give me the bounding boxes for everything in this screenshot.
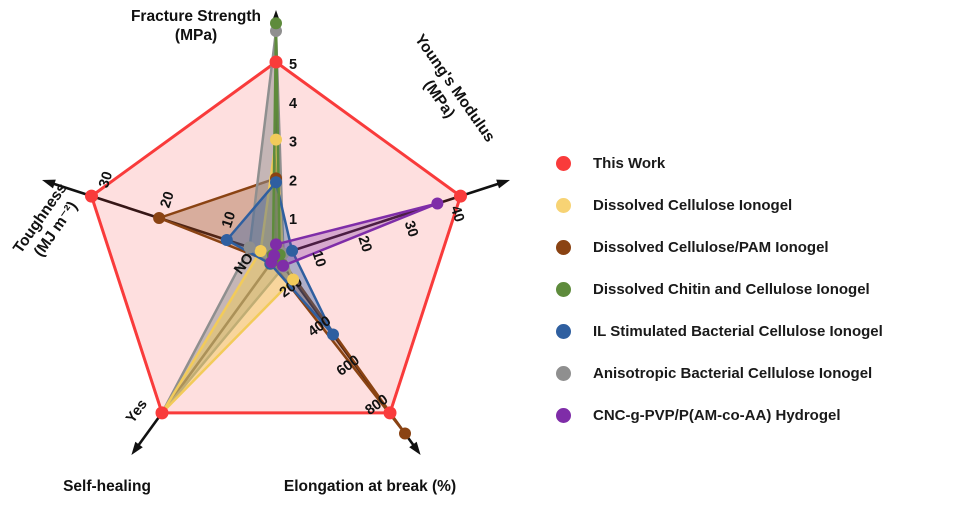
- tick-fracture-4: 4: [289, 96, 297, 112]
- legend-swatch-icon: [556, 155, 571, 171]
- tick-youngs-30: 30: [401, 219, 421, 239]
- legend-swatch-icon: [556, 239, 571, 255]
- series-dissolved-cellulose-pam-ionogel-point-toughness: [153, 212, 166, 224]
- series-this-work-point-youngs: [454, 189, 467, 203]
- tick-toughness-20: 20: [158, 190, 178, 210]
- series-dissolved-cellulose-ionogel-area: [160, 138, 295, 415]
- legend-swatch-icon: [556, 197, 571, 213]
- legend-item-label: Dissolved Cellulose Ionogel: [593, 196, 793, 214]
- series-cnc-g-pvp-p-am-co-aa-hydrogel-point-fracture: [270, 238, 282, 251]
- legend-item-label: CNC-g-PVP/P(AM-co-AA) Hydrogel: [593, 406, 841, 424]
- legend-swatch-icon: [556, 407, 571, 423]
- series-this-work-point-toughness: [85, 189, 98, 203]
- series-this-work-point-fracture: [269, 55, 283, 69]
- axis-toughness-arrow-icon: [42, 179, 56, 189]
- legend-item-1: Dissolved Cellulose Ionogel: [556, 184, 883, 226]
- series-anisotropic-bacterial-cellulose-ionogel-point-toughness: [243, 241, 256, 254]
- series-cnc-g-pvp-p-am-co-aa-hydrogel-point-elongation: [277, 259, 290, 272]
- legend-item-5: Anisotropic Bacterial Cellulose Ionogel: [556, 352, 883, 394]
- axis-fracture-title: Fracture Strength (MPa): [131, 8, 261, 44]
- legend-item-label: Dissolved Cellulose/PAM Ionogel: [593, 238, 829, 256]
- series-cnc-g-pvp-p-am-co-aa-hydrogel-point-youngs: [431, 197, 444, 210]
- series-il-stimulated-bacterial-cellulose-ionogel-point-youngs: [286, 244, 299, 257]
- axis-youngs-arrow-icon: [496, 179, 510, 189]
- axis-selfhealing-arrow-icon: [131, 441, 143, 456]
- legend-item-2: Dissolved Cellulose/PAM Ionogel: [556, 226, 883, 268]
- series-this-work-point-selfhealing: [155, 406, 169, 420]
- tick-fracture-3: 3: [289, 135, 297, 151]
- axis-elongation-arrow-icon: [409, 441, 421, 456]
- legend-item-label: Dissolved Chitin and Cellulose Ionogel: [593, 280, 870, 298]
- series-dissolved-chitin-and-cellulose-ionogel-point-fracture: [270, 17, 282, 30]
- legend-item-0: This Work: [556, 142, 883, 184]
- series-dissolved-cellulose-ionogel-point-toughness: [254, 245, 267, 257]
- series-il-stimulated-bacterial-cellulose-ionogel-point-elongation: [327, 328, 339, 341]
- tick-youngs-10: 10: [308, 249, 328, 269]
- tick-toughness-30: 30: [96, 170, 116, 190]
- series-cnc-g-pvp-p-am-co-aa-hydrogel-point-toughness: [268, 249, 281, 262]
- series-this-work-point-elongation: [383, 406, 397, 420]
- tick-selfhealing-Yes: Yes: [123, 397, 151, 427]
- series-il-stimulated-bacterial-cellulose-ionogel-point-toughness: [220, 234, 233, 246]
- axis-toughness-title: Toughness(MJ m⁻²): [10, 180, 86, 267]
- markers-group: [85, 17, 467, 440]
- legend-swatch-icon: [556, 281, 571, 297]
- legend-item-label: Anisotropic Bacterial Cellulose Ionogel: [593, 364, 873, 382]
- tick-fracture-5: 5: [289, 57, 297, 73]
- tick-toughness-10: 10: [219, 210, 239, 230]
- tick-youngs-20: 20: [354, 234, 374, 254]
- legend-item-label: This Work: [593, 154, 666, 172]
- series-dissolved-cellulose-ionogel-point-fracture: [270, 133, 282, 146]
- legend-swatch-icon: [556, 323, 571, 339]
- legend-item-6: CNC-g-PVP/P(AM-co-AA) Hydrogel: [556, 394, 883, 436]
- axis-youngs-title: Young's Modulus(MPa): [396, 31, 499, 156]
- series-dissolved-cellulose-pam-ionogel-point-elongation: [399, 427, 411, 440]
- legend-swatch-icon: [556, 365, 571, 381]
- series-il-stimulated-bacterial-cellulose-ionogel-point-fracture: [270, 176, 282, 189]
- axis-elongation-title: Elongation at break (%): [284, 478, 456, 495]
- legend-item-3: Dissolved Chitin and Cellulose Ionogel: [556, 268, 883, 310]
- series-dissolved-cellulose-ionogel-point-elongation: [287, 273, 300, 286]
- legend-item-4: IL Stimulated Bacterial Cellulose Ionoge…: [556, 310, 883, 352]
- legend: This Work Dissolved Cellulose Ionogel Di…: [556, 142, 883, 436]
- tick-fracture-1: 1: [289, 212, 297, 228]
- axis-selfhealing-title: Self-healing: [63, 478, 151, 495]
- legend-item-label: IL Stimulated Bacterial Cellulose Ionoge…: [593, 322, 883, 340]
- tick-youngs-40: 40: [447, 204, 467, 224]
- tick-fracture-2: 2: [289, 173, 297, 189]
